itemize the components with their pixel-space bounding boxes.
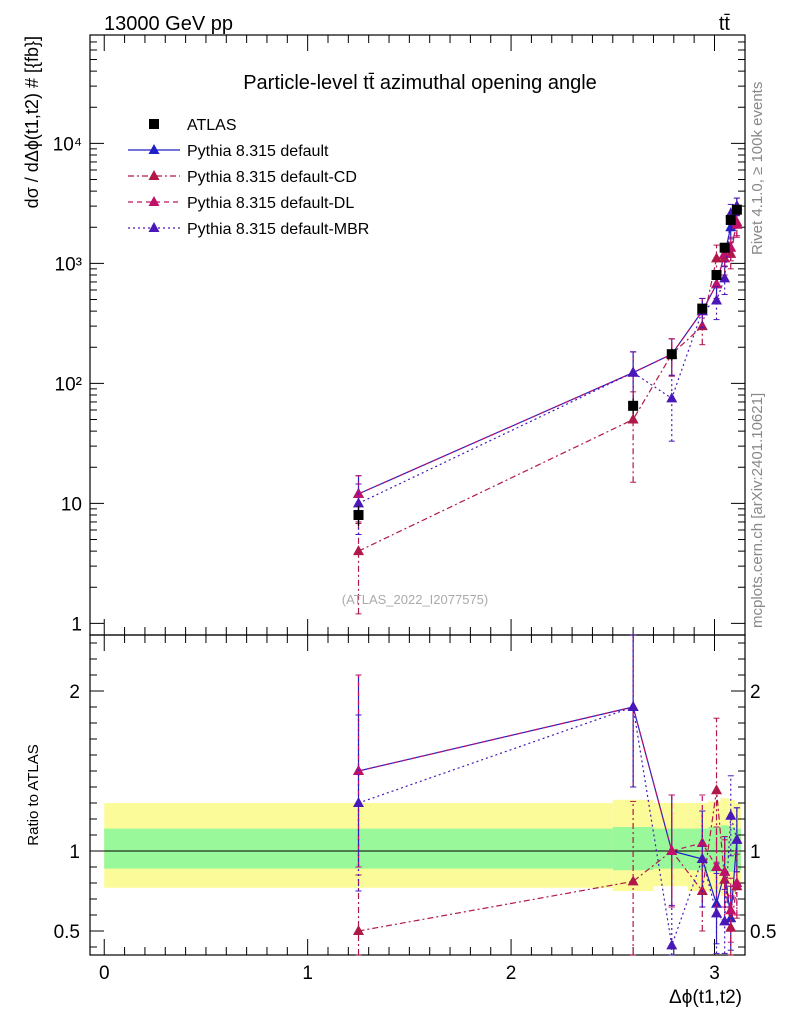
ratio-y-tick-label: 2 (69, 682, 80, 703)
legend-marker (148, 196, 160, 206)
main-line-pythia-8-315-default-dl (358, 224, 738, 495)
x-tick-label: 1 (302, 963, 313, 984)
band-inner-segment (708, 827, 721, 872)
main-point-pythia-8-315-default (725, 221, 737, 232)
plot-title: Particle-level tt̄ azimuthal opening ang… (243, 72, 597, 94)
ratio-point-pythia-8-315-default-dl (725, 904, 737, 915)
y-tick-label: 10 (61, 494, 82, 515)
main-point-atlas (697, 303, 708, 314)
main-point-pythia-8-315-default-mbr (627, 366, 639, 377)
x-axis-label: Δϕ(t1,t2) (669, 987, 742, 1008)
band-inner-segment (728, 827, 735, 872)
y-tick-label: 1 (71, 614, 82, 635)
main-point-pythia-8-315-default-mbr (711, 294, 723, 305)
analysis-watermark: (ATLAS_2022_I2077575) (342, 592, 488, 607)
main-point-pythia-8-315-default-cd (711, 252, 723, 263)
ratio-point-pythia-8-315-default-mbr (353, 797, 365, 807)
main-point-pythia-8-315-default-dl (731, 218, 743, 229)
band-inner-segment (612, 827, 654, 871)
ratio-y-tick-label-right: 1 (750, 842, 761, 863)
legend-marker (148, 222, 160, 232)
legend-label: Pythia 8.315 default (187, 143, 329, 160)
y-axis-label-main: dσ / dΔϕ(t1,t2) # [{fb}] (22, 36, 42, 208)
legend-label: Pythia 8.315 default-MBR (187, 221, 369, 238)
y-tick-label: 10² (55, 374, 82, 395)
x-tick-label: 2 (506, 963, 517, 984)
main-point-atlas (666, 349, 677, 360)
ratio-point-pythia-8-315-default-dl (719, 865, 731, 876)
main-line-pythia-8-315-default-mbr (358, 205, 738, 504)
ratio-uncertainty-bands (90, 798, 745, 896)
x-tick-label: 3 (709, 963, 720, 984)
main-point-pythia-8-315-default-cd (627, 413, 639, 424)
legend-marker (148, 144, 160, 154)
plot-texts: 13000 GeV pp tt̄ Particle-level tt̄ azim… (22, 13, 766, 1008)
data-series (353, 197, 743, 956)
legend-marker-atlas (149, 119, 159, 129)
process-label: tt̄ (719, 13, 731, 35)
legend-label: Pythia 8.315 default-CD (187, 169, 357, 186)
ratio-y-tick-label: 0.5 (54, 922, 80, 943)
ratio-point-pythia-8-315-default-mbr (719, 915, 731, 926)
ratio-point-pythia-8-315-default-mbr (725, 809, 737, 820)
ratio-line-pythia-8-315-default-cd (358, 790, 738, 932)
main-line-pythia-8-315-default (358, 205, 738, 495)
y-axis-label-ratio: Ratio to ATLAS (25, 744, 42, 845)
legend-label: Pythia 8.315 default-DL (187, 195, 354, 212)
main-point-atlas (731, 204, 742, 215)
ratio-point-pythia-8-315-default-mbr (696, 853, 708, 863)
main-line-pythia-8-315-default-cd (358, 222, 738, 552)
main-point-atlas (628, 400, 639, 411)
ratio-line-pythia-8-315-default-mbr (358, 706, 738, 946)
ratio-point-pythia-8-315-default-cd (725, 921, 737, 932)
legend-label: ATLAS (187, 117, 237, 134)
ratio-point-pythia-8-315-default-mbr (666, 939, 678, 950)
main-point-atlas (719, 242, 730, 253)
main-point-pythia-8-315-default-mbr (353, 497, 365, 508)
main-point-pythia-8-315-default-mbr (666, 392, 678, 403)
plot-frames (89, 34, 746, 956)
rivet-label: Rivet 4.1.0, ≥ 100k events (749, 82, 766, 255)
ratio-point-pythia-8-315-default-dl (711, 861, 723, 871)
ratio-point-pythia-8-315-default-mbr (731, 833, 743, 844)
ratio-point-pythia-8-315-default-cd (353, 925, 365, 935)
ratio-y-tick-label-right: 2 (750, 682, 761, 703)
energy-label: 13000 GeV pp (104, 13, 233, 35)
ratio-point-pythia-8-315-default-cd (711, 784, 723, 795)
ratio-y-tick-label: 1 (69, 842, 80, 863)
ratio-y-tick-label-right: 0.5 (750, 922, 776, 943)
axis-ticks: 1 10 10² 10³ 10⁴ 0.5 0.5 1 1 2 2 0 1 2 3 (53, 34, 776, 984)
y-tick-label: 10⁴ (53, 134, 82, 155)
ratio-point-pythia-8-315-default-mbr (627, 701, 639, 711)
main-point-pythia-8-315-default-dl (719, 247, 731, 258)
y-tick-label: 10³ (55, 254, 82, 275)
ratio-point-pythia-8-315-default-mbr (711, 907, 723, 918)
ratio-line-pythia-8-315-default-dl (358, 706, 738, 911)
main-point-atlas (725, 214, 736, 225)
legend: ATLAS Pythia 8.315 default Pythia 8.315 de… (128, 117, 369, 238)
ratio-point-pythia-8-315-default-dl (731, 877, 743, 887)
main-point-pythia-8-315-default-dl (711, 278, 723, 289)
main-point-pythia-8-315-default-mbr (719, 272, 731, 283)
main-point-pythia-8-315-default-cd (353, 545, 365, 556)
mcplots-label: mcplots.cern.ch [arXiv:2401.10621] (749, 393, 766, 628)
band-inner-segment (688, 828, 709, 871)
band-inner-segment (734, 828, 741, 871)
x-tick-label: 0 (99, 963, 110, 984)
main-point-atlas (711, 270, 722, 280)
ratio-point-pythia-8-315-default-dl (666, 845, 678, 855)
ratio-plot-frame (89, 634, 746, 956)
main-point-atlas (353, 510, 364, 520)
ratio-point-pythia-8-315-default-cd (627, 875, 639, 886)
legend-marker (148, 170, 160, 180)
